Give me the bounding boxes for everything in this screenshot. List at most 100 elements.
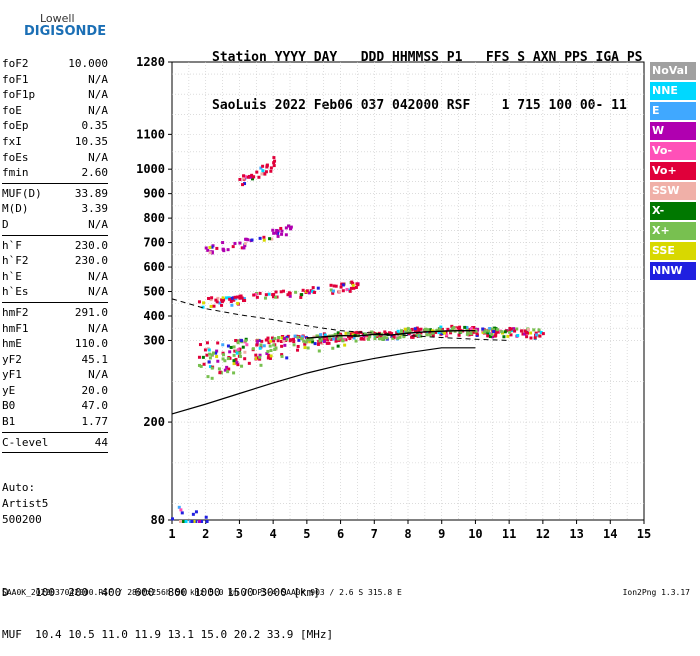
echo-point <box>339 335 343 339</box>
echo-mark <box>280 344 284 348</box>
echo-mark <box>229 299 233 303</box>
echo-mark <box>381 336 385 340</box>
echo-mark <box>424 327 428 331</box>
echo-mark <box>221 247 225 251</box>
echo-mark <box>322 340 326 344</box>
echo-point <box>197 363 201 367</box>
legend-item: NNE <box>650 82 696 100</box>
echo-mark <box>431 331 435 335</box>
echo-mark <box>494 327 498 331</box>
echo-mark <box>201 355 205 359</box>
echo-mark <box>506 334 510 338</box>
echo-mark <box>457 333 461 337</box>
echo-mark <box>481 327 485 331</box>
echo-mark <box>373 335 377 339</box>
echo-mark <box>428 328 432 332</box>
echo-mark <box>383 335 387 339</box>
param-name: foF1 <box>2 72 29 86</box>
param-row: hmF2 291.0 <box>2 305 108 321</box>
x-tick-label: 13 <box>569 527 583 541</box>
param-name: B0 <box>2 399 16 413</box>
echo-mark <box>215 300 219 304</box>
echo-mark <box>336 337 340 341</box>
echo-point <box>508 330 512 334</box>
echo-mark <box>359 337 363 341</box>
param-row: yE 20.0 <box>2 383 108 399</box>
echo-point <box>238 241 242 245</box>
echo-mark <box>207 348 211 352</box>
echo-mark <box>245 343 249 347</box>
echo-mark <box>534 331 538 335</box>
echo-point <box>272 339 276 343</box>
y-tick-label: 400 <box>143 309 165 323</box>
echo-mark <box>425 333 429 337</box>
echo-mark <box>523 332 527 336</box>
echo-mark <box>199 364 203 368</box>
x-tick-label: 6 <box>337 527 344 541</box>
echo-mark <box>236 341 240 345</box>
echo-mark <box>279 226 283 230</box>
param-row: hmF1 N/A <box>2 321 108 337</box>
echo-mark <box>396 336 400 340</box>
echo-mark <box>280 232 284 236</box>
echo-point <box>255 170 259 174</box>
legend-item: NoVal <box>650 62 696 80</box>
echo-mark <box>236 363 240 367</box>
y-tick-label: 700 <box>143 236 165 250</box>
echo-mark <box>254 356 258 360</box>
echo-mark <box>210 245 214 249</box>
echo-mark <box>510 329 514 333</box>
echo-mark <box>234 338 238 342</box>
echo-mark <box>266 356 270 360</box>
param-value: 1.77 <box>81 415 109 429</box>
param-value: 3.39 <box>81 202 109 216</box>
param-row: foEp 0.35 <box>2 118 108 134</box>
param-name: MUF(D) <box>2 186 42 200</box>
echo-mark <box>241 183 245 187</box>
echo-mark <box>256 339 260 343</box>
echo-mark <box>302 339 306 343</box>
echo-mark <box>486 334 490 338</box>
echo-mark <box>264 293 268 297</box>
echo-point <box>272 292 276 296</box>
echo-point <box>204 246 208 250</box>
echo-mark <box>466 330 470 334</box>
echo-mark <box>388 331 392 335</box>
echo-mark <box>344 331 348 335</box>
echo-mark <box>210 353 214 357</box>
echo-mark <box>231 245 235 249</box>
echo-point <box>272 343 276 347</box>
echo-mark <box>205 341 209 345</box>
echo-point <box>457 328 461 332</box>
echo-mark <box>275 228 279 232</box>
echo-mark <box>338 289 342 293</box>
echo-mark <box>271 228 275 232</box>
echo-point <box>238 177 242 181</box>
param-value: N/A <box>88 103 108 117</box>
echo-mark <box>396 329 400 333</box>
echo-mark <box>209 298 213 302</box>
echo-mark <box>214 351 218 355</box>
echo-mark <box>431 329 435 333</box>
param-value: N/A <box>88 217 108 231</box>
echo-point <box>390 332 394 336</box>
echo-mark <box>221 241 225 245</box>
echo-mark <box>467 333 471 337</box>
echo-mark <box>258 357 262 361</box>
echo-mark <box>276 229 280 233</box>
echo-point <box>171 517 174 521</box>
echo-mark <box>235 361 239 365</box>
param-value: N/A <box>88 269 108 283</box>
echo-mark <box>234 357 238 361</box>
x-tick-label: 10 <box>468 527 482 541</box>
echo-mark <box>365 334 369 338</box>
echo-mark <box>259 166 263 170</box>
echo-mark <box>233 349 237 353</box>
echo-mark <box>258 291 262 295</box>
echo-mark <box>240 246 244 250</box>
echo-mark <box>208 251 212 255</box>
echo-mark <box>258 346 262 350</box>
echo-mark <box>332 337 336 341</box>
echo-mark <box>217 367 221 371</box>
param-value: N/A <box>88 321 108 335</box>
